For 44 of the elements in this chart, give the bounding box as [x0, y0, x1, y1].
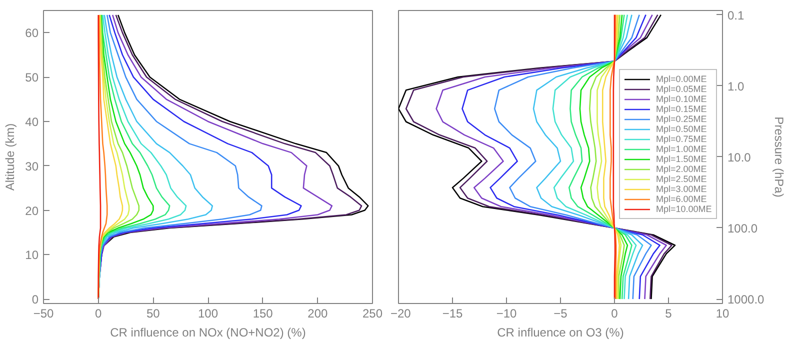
x-tick-label: 0 [611, 306, 618, 320]
legend-label: Mpl=1.00ME [656, 144, 707, 154]
x-tick-label: −20 [390, 306, 412, 320]
x-tick-label: 250 [362, 306, 383, 320]
x-tick-label: 10 [716, 306, 730, 320]
legend-label: Mpl=3.00ME [656, 184, 707, 194]
y-tick-label: 10 [25, 248, 39, 262]
y-tick-label: 20 [25, 204, 39, 218]
y-tick-label: 40 [25, 114, 39, 129]
legend-label: Mpl=0.75ME [656, 134, 707, 144]
y-tick-label: 30 [25, 159, 39, 174]
y2-tick-label: 100.0 [728, 221, 758, 236]
x-axis-title: CR influence on NOx (NO+NO2) (%) [110, 326, 306, 340]
y2-axis-title: Pressure (hPa) [772, 116, 786, 198]
legend-label: Mpl=0.00ME [656, 74, 707, 84]
x-tick-label: −10 [496, 306, 518, 320]
x-tick-label: 200 [308, 306, 328, 320]
legend-label: Mpl=2.00ME [656, 164, 707, 174]
y-tick-label: 0 [32, 292, 39, 307]
x-tick-label: 100 [198, 306, 218, 320]
y-tick-label: 60 [25, 26, 39, 40]
x-axis-title: CR influence on O3 (%) [497, 326, 624, 340]
x-tick-label: −15 [442, 306, 464, 320]
legend-label: Mpl=0.05ME [656, 84, 707, 94]
y2-tick-label: 10.0 [728, 150, 752, 164]
legend-label: Mpl=0.15ME [656, 104, 707, 114]
x-tick-label: 5 [665, 306, 672, 320]
x-tick-label: 0 [94, 306, 102, 320]
y-axis-title: Altitude (km) [3, 123, 18, 191]
legend-label: Mpl=0.25ME [656, 114, 707, 124]
x-tick-label: 150 [252, 306, 274, 320]
legend-label: Mpl=1.50ME [656, 154, 707, 164]
legend-label: Mpl=6.00ME [656, 194, 707, 204]
y2-tick-label: 1.0 [728, 79, 745, 94]
y2-tick-label: 1000.0 [728, 292, 765, 307]
y-tick-label: 50 [25, 70, 39, 85]
legend-label: Mpl=0.10ME [656, 94, 707, 104]
y2-tick-label: 0.1 [728, 8, 745, 22]
x-tick-label: −5 [554, 306, 568, 320]
legend-label: Mpl=10.00ME [656, 204, 712, 214]
x-tick-label: 50 [146, 306, 160, 320]
legend-label: Mpl=2.50ME [656, 174, 707, 184]
x-tick-label: −50 [33, 306, 54, 320]
legend-label: Mpl=0.50ME [656, 124, 707, 134]
